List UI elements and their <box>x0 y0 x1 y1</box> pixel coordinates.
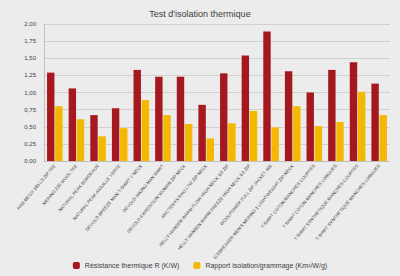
svg-text:DEVOLD EXPEDITION WOMAN ZIP NE: DEVOLD EXPEDITION WOMAN ZIP NECK <box>126 163 187 234</box>
svg-text:RAB MECO 165 LS ZIP TEE: RAB MECO 165 LS ZIP TEE <box>16 163 57 210</box>
svg-text:1,50: 1,50 <box>24 55 36 61</box>
svg-text:MERINO 220 WOOL TEE: MERINO 220 WOOL TEE <box>41 163 78 206</box>
svg-text:1,25: 1,25 <box>24 72 36 78</box>
svg-text:0,00: 0,00 <box>24 158 36 164</box>
svg-text:Rapport isolation/grammage (Km: Rapport isolation/grammage (Km²/W/g) <box>205 262 327 270</box>
svg-text:1,00: 1,00 <box>24 90 36 96</box>
svg-text:Test d'isolation thermique: Test d'isolation thermique <box>149 9 250 19</box>
svg-text:1,75: 1,75 <box>24 38 36 44</box>
svg-text:WOOLPOWER FULL ZIP JACKET 400: WOOLPOWER FULL ZIP JACKET 400 <box>218 163 273 227</box>
svg-text:T-SHIRT SYNTHETIQUE MANCHES LO: T-SHIRT SYNTHETIQUE MANCHES LONGUES <box>315 163 382 241</box>
svg-text:0,75: 0,75 <box>24 107 36 113</box>
svg-text:DEVOLD HIKING MAN SHIRT: DEVOLD HIKING MAN SHIRT <box>122 163 165 213</box>
svg-text:T-SHIRT SYNTHETIQUE MANCHES CO: T-SHIRT SYNTHETIQUE MANCHES COURTES <box>293 163 360 242</box>
svg-text:DEVOLD BREEZE MAN T-SHIRT V NE: DEVOLD BREEZE MAN T-SHIRT V NECK <box>84 163 144 233</box>
svg-text:T-SHIRT COTON MANCHES LONGUES: T-SHIRT COTON MANCHES LONGUES <box>281 163 338 230</box>
svg-text:0,50: 0,50 <box>24 124 36 130</box>
svg-text:ARC'TERYX RHO LTW ZIP NECK: ARC'TERYX RHO LTW ZIP NECK <box>160 163 208 219</box>
svg-text:ICEBREAKER MEN'S MERINO 1 LIGH: ICEBREAKER MEN'S MERINO 1 LIGHTWEIGHT ZI… <box>212 163 294 260</box>
svg-text:Résistance thermique R (K/W): Résistance thermique R (K/W) <box>85 262 180 270</box>
svg-text:NATURAL PEAK AIGUILLE VERTE: NATURAL PEAK AIGUILLE VERTE <box>72 163 122 222</box>
svg-text:NATURAL PEAK BORDEAUX: NATURAL PEAK BORDEAUX <box>57 163 100 212</box>
svg-text:HELLY HANSEN WARM FREEZE HIGH: HELLY HANSEN WARM FREEZE HIGH NECK 1/2 Z… <box>177 163 252 251</box>
svg-text:0,25: 0,25 <box>24 141 36 147</box>
svg-text:T-SHIRT COTON MANCHES COURTES: T-SHIRT COTON MANCHES COURTES <box>259 163 317 230</box>
svg-text:HELLY HANSEN WARM FLOW HIGH NE: HELLY HANSEN WARM FLOW HIGH NECK 1/2 ZIP <box>158 163 230 248</box>
svg-text:2,00: 2,00 <box>24 21 36 27</box>
